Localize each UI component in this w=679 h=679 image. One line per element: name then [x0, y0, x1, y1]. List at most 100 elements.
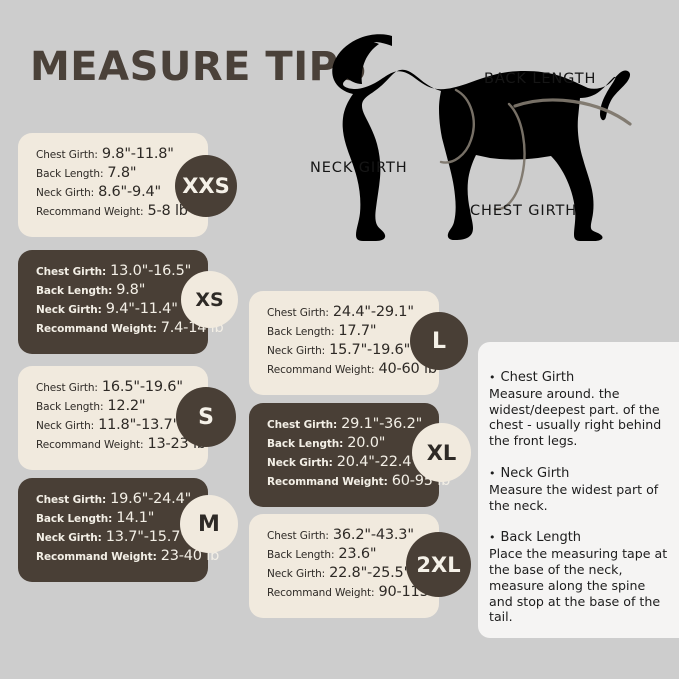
measurement-value-neck: 8.6"-9.4" [98, 184, 161, 200]
measurement-row-back: Back Length: 7.8" [36, 165, 188, 181]
bullet-icon: • [489, 371, 496, 384]
measurement-label-weight: Recommand Weight: [267, 364, 375, 376]
size-badge-s: S [176, 387, 236, 447]
measurement-value-neck: 15.7"-19.6" [329, 342, 411, 358]
measurement-value-chest: 13.0"-16.5" [110, 263, 192, 279]
measurement-label-weight: Recommand Weight: [36, 323, 157, 335]
measurement-arcs [439, 88, 632, 211]
size-badge-l: L [410, 312, 468, 370]
measurement-label-weight: Recommand Weight: [267, 476, 388, 488]
measurement-value-neck: 9.4"-11.4" [105, 301, 178, 317]
instruction-heading-label: Chest Girth [500, 370, 575, 385]
size-card-xl: Chest Girth: 29.1"-36.2" Back Length: 20.0"… [249, 403, 450, 507]
measurement-row-back: Back Length: 9.8" [36, 282, 224, 298]
measurement-label-back: Back Length: [267, 326, 335, 338]
measurement-row-chest: Chest Girth: 36.2"-43.3" [267, 527, 446, 543]
measurement-label-back: Back Length: [267, 438, 344, 450]
size-card-measurements: Chest Girth: 19.6"-24.4" Back Length: 14.1"… [36, 491, 219, 564]
measurement-value-chest: 24.4"-29.1" [332, 304, 414, 320]
measurement-label-neck: Neck Girth: [267, 345, 326, 357]
measurement-label-chest: Chest Girth: [267, 307, 329, 319]
size-badge-xl: XL [412, 423, 471, 482]
measurement-row-neck: Neck Girth: 22.8"-25.5" [267, 565, 446, 581]
page-title: MEASURE TIPS [30, 44, 368, 90]
measurement-label-weight: Recommand Weight: [36, 206, 144, 218]
annotation-chest-girth: CHEST GIRTH [470, 203, 578, 219]
measurement-label-chest: Chest Girth: [36, 494, 107, 506]
measurement-label-chest: Chest Girth: [267, 419, 338, 431]
measurement-label-neck: Neck Girth: [267, 568, 326, 580]
measurement-row-chest: Chest Girth: 24.4"-29.1" [267, 304, 437, 320]
measurement-label-neck: Neck Girth: [36, 187, 95, 199]
measurement-value-chest: 29.1"-36.2" [341, 416, 423, 432]
measurement-label-neck: Neck Girth: [36, 304, 102, 316]
instruction-heading: • Chest Girth [489, 370, 671, 385]
measurement-value-back: 17.7" [338, 323, 377, 339]
measurement-row-back: Back Length: 12.2" [36, 398, 206, 414]
measurement-row-back: Back Length: 14.1" [36, 510, 219, 526]
measurement-value-neck: 11.8"-13.7" [98, 417, 180, 433]
measurement-row-neck: Neck Girth: 15.7"-19.6" [267, 342, 437, 358]
measurement-row-chest: Chest Girth: 16.5"-19.6" [36, 379, 206, 395]
measurement-label-back: Back Length: [36, 285, 113, 297]
measurement-label-neck: Neck Girth: [267, 457, 333, 469]
measurement-row-neck: Neck Girth: 20.4"-22.4" [267, 454, 450, 470]
measurement-value-weight: 5-8 lb [147, 203, 188, 219]
measurement-label-weight: Recommand Weight: [36, 551, 157, 563]
measurement-value-neck: 20.4"-22.4" [336, 454, 418, 470]
measurement-value-chest: 36.2"-43.3" [332, 527, 414, 543]
measurement-row-chest: Chest Girth: 9.8"-11.8" [36, 146, 188, 162]
size-card-l: Chest Girth: 24.4"-29.1" Back Length: 17.7"… [249, 291, 439, 395]
size-badge-2xl: 2XL [406, 532, 471, 597]
measurement-label-neck: Neck Girth: [36, 420, 95, 432]
instruction-heading: • Back Length [489, 530, 671, 545]
measurement-row-neck: Neck Girth: 9.4"-11.4" [36, 301, 224, 317]
measurement-label-chest: Chest Girth: [267, 530, 329, 542]
measurement-label-back: Back Length: [36, 513, 113, 525]
measurement-value-back: 9.8" [116, 282, 146, 298]
size-card-m: Chest Girth: 19.6"-24.4" Back Length: 14.1"… [18, 478, 219, 582]
measurement-label-chest: Chest Girth: [36, 149, 98, 161]
size-card-2xl: Chest Girth: 36.2"-43.3" Back Length: 23.6"… [249, 514, 446, 618]
annotation-neck-girth: NECK GIRTH [310, 160, 408, 176]
measurement-row-chest: Chest Girth: 19.6"-24.4" [36, 491, 219, 507]
measurement-label-weight: Recommand Weight: [36, 439, 144, 451]
size-card-measurements: Chest Girth: 16.5"-19.6" Back Length: 12.2"… [36, 379, 206, 452]
measurement-row-weight: Recommand Weight: 5-8 lb [36, 203, 188, 219]
measurement-row-chest: Chest Girth: 13.0"-16.5" [36, 263, 224, 279]
measurement-row-back: Back Length: 20.0" [267, 435, 450, 451]
measurement-label-neck: Neck Girth: [36, 532, 102, 544]
instruction-body: Place the measuring tape at the base of … [489, 546, 668, 625]
size-card-measurements: Chest Girth: 36.2"-43.3" Back Length: 23.6"… [267, 527, 446, 600]
instruction-heading: • Neck Girth [489, 466, 671, 481]
bullet-icon: • [489, 531, 496, 545]
size-badge-m: M [180, 495, 238, 553]
measurement-value-neck: 22.8"-25.5" [329, 565, 411, 581]
measuring-instructions-panel: • Chest Girth Measure around. the widest/d… [478, 342, 679, 638]
instruction-heading-label: Back Length [500, 530, 582, 546]
measurement-value-chest: 16.5"-19.6" [101, 379, 183, 395]
size-badge-xs: XS [181, 271, 238, 328]
measurement-row-weight: Recommand Weight: 40-60 lb [267, 361, 437, 377]
dog-silhouette-icon [332, 34, 631, 241]
size-card-measurements: Chest Girth: 9.8"-11.8" Back Length: 7.8" Ne… [36, 146, 188, 219]
measurement-label-weight: Recommand Weight: [267, 587, 375, 599]
instruction-heading-label: Neck Girth [500, 465, 570, 481]
measurement-value-back: 12.2" [107, 398, 146, 414]
measurement-value-back: 23.6" [338, 546, 377, 562]
size-card-measurements: Chest Girth: 13.0"-16.5" Back Length: 9.8" N… [36, 263, 224, 336]
measurement-row-weight: Recommand Weight: 23-40 lb [36, 548, 219, 564]
measurement-row-back: Back Length: 17.7" [267, 323, 437, 339]
measurement-label-back: Back Length: [36, 168, 104, 180]
size-badge-xxs: XXS [175, 155, 237, 217]
measurement-label-chest: Chest Girth: [36, 266, 107, 278]
instruction-body: Measure the widest part of the neck. [489, 481, 659, 513]
measurement-row-neck: Neck Girth: 11.8"-13.7" [36, 417, 206, 433]
measurement-value-back: 7.8" [107, 165, 137, 181]
measurement-value-back: 20.0" [347, 435, 386, 451]
measurement-value-neck: 13.7"-15.7" [105, 529, 187, 545]
measurement-row-neck: Neck Girth: 13.7"-15.7" [36, 529, 219, 545]
measurement-value-back: 14.1" [116, 510, 155, 526]
size-card-xs: Chest Girth: 13.0"-16.5" Back Length: 9.8" N… [18, 250, 224, 354]
size-card-xxs: Chest Girth: 9.8"-11.8" Back Length: 7.8" Ne… [18, 133, 208, 237]
